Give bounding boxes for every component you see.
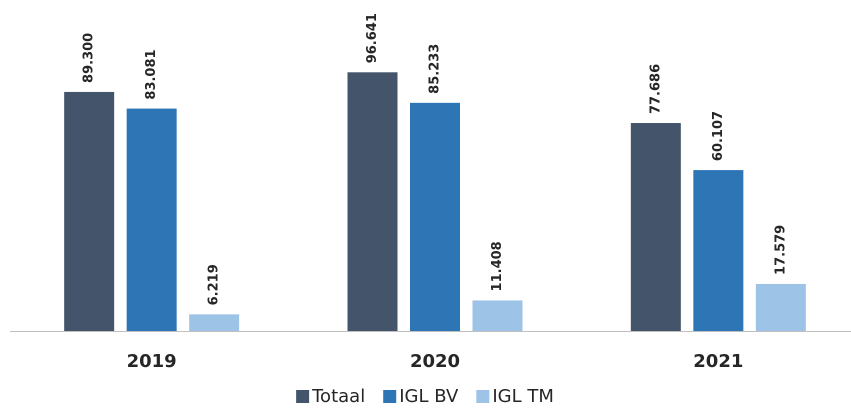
bar	[347, 72, 398, 331]
bar	[693, 170, 744, 331]
legend-label: IGL TM	[492, 386, 554, 407]
value-label: 89.300	[82, 33, 97, 83]
value-label: 11.408	[490, 241, 505, 291]
x-tick-label: 2019	[127, 351, 177, 372]
bar	[126, 108, 177, 331]
legend-swatch	[296, 390, 310, 403]
value-label: 85.233	[428, 44, 443, 94]
legend-label: IGL BV	[399, 386, 459, 407]
bar	[630, 123, 681, 331]
x-tick-label: 2020	[410, 351, 460, 372]
bar	[755, 283, 806, 331]
value-label: 77.686	[648, 64, 663, 114]
value-label: 96.641	[365, 13, 380, 63]
bar	[64, 91, 115, 331]
value-label: 83.081	[144, 49, 159, 99]
legend-label: Totaal	[311, 386, 365, 407]
legend-swatch	[476, 390, 490, 403]
legend-swatch	[383, 390, 397, 403]
value-label: 17.579	[773, 225, 788, 275]
bar	[472, 300, 523, 331]
x-tick-label: 2021	[693, 351, 743, 372]
bar	[410, 102, 460, 331]
value-label: 60.107	[711, 111, 726, 161]
bar	[189, 314, 240, 331]
value-label: 6.219	[207, 264, 222, 305]
